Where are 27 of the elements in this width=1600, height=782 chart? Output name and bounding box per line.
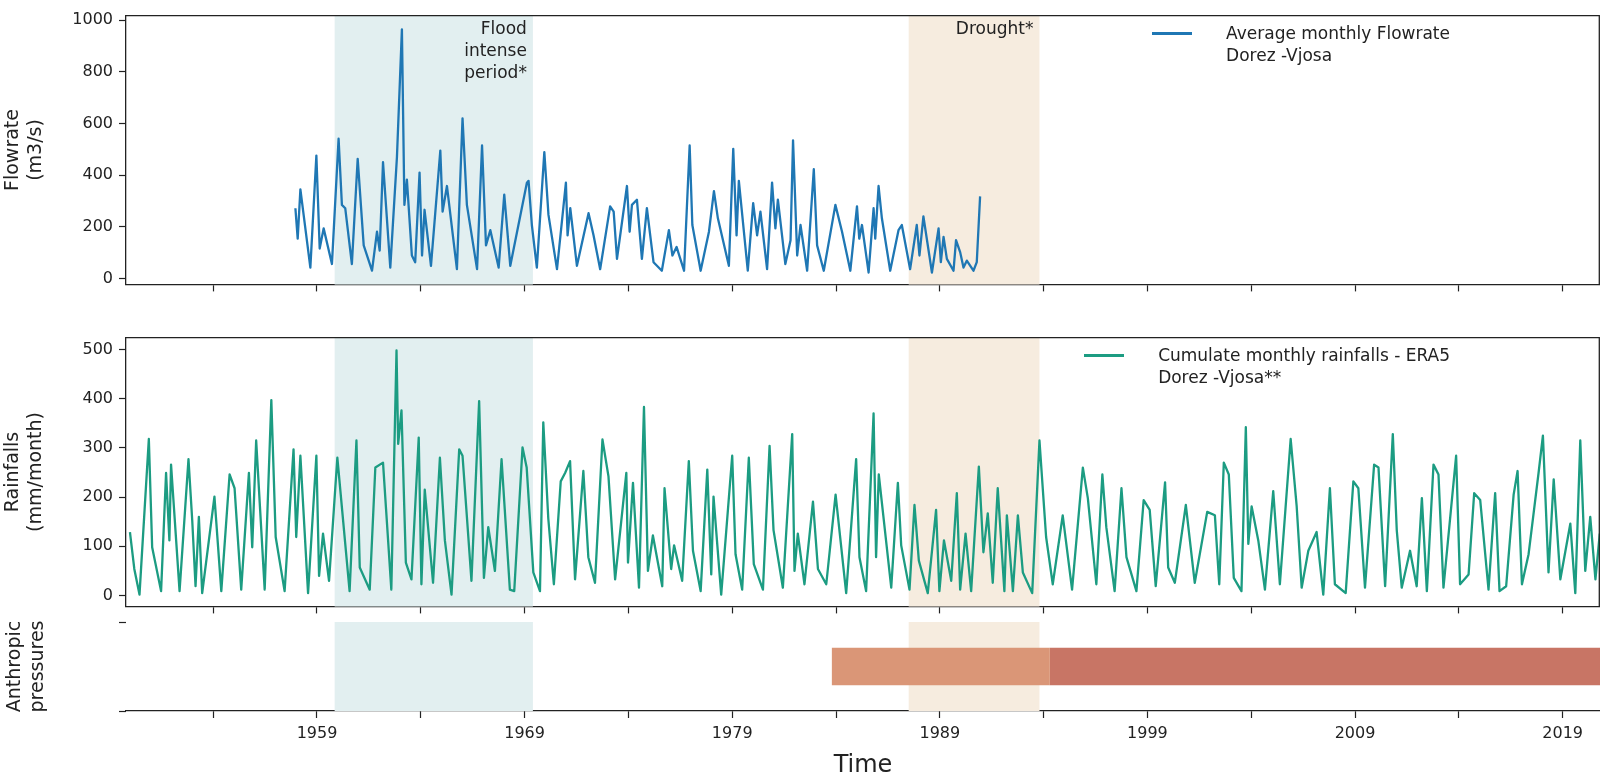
x-tick-label: 1979 (711, 722, 753, 742)
x-tick-label: 1969 (504, 722, 545, 742)
y-tick-label: 300 (82, 437, 113, 457)
y-tick-label: 1000 (72, 9, 113, 29)
y-tick-label: 600 (82, 112, 113, 132)
x-tick-label: 2019 (1542, 722, 1583, 742)
x-tick-label: 1989 (919, 722, 961, 742)
y-tick-label: 400 (82, 164, 113, 184)
y-tick-label: 500 (82, 338, 113, 358)
y-axis-title: Rainfalls (mm/month) (0, 412, 46, 532)
x-axis-title: Time (832, 749, 893, 778)
legend-label: Average monthly Flowrate Dorez -Vjosa (1226, 22, 1450, 66)
y-tick-label: 200 (82, 215, 113, 235)
x-tick-label: 2009 (1334, 722, 1376, 742)
x-tick-label: 1999 (1127, 722, 1168, 742)
y-tick-label: 0 (102, 267, 113, 287)
y-tick-label: 100 (82, 535, 113, 555)
band-label: Flood intense period* (464, 17, 527, 82)
y-tick-label: 800 (82, 61, 113, 81)
legend-label: Cumulate monthly rainfalls - ERA5 Dorez -Vjosa** (1158, 344, 1450, 388)
y-tick-label: 200 (82, 486, 113, 506)
y-axis-title: Anthropic pressures (2, 620, 48, 713)
band-label: Drought* (955, 17, 1034, 38)
x-tick-label: 1959 (296, 722, 338, 742)
y-tick-label: 400 (82, 387, 113, 407)
y-axis-title: Flowrate (m3/s) (0, 109, 46, 191)
y-tick-label: 0 (102, 584, 113, 604)
